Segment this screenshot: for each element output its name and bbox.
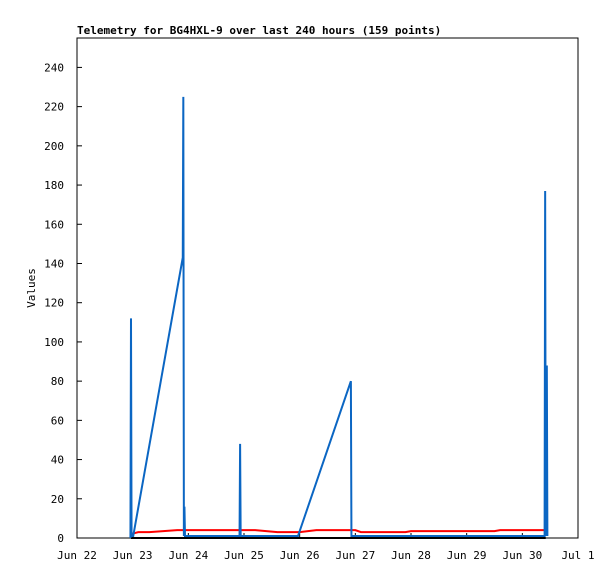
y-tick-label: 120 (44, 297, 64, 310)
x-tick-label: Jun 24 (168, 549, 208, 562)
y-tick-label: 40 (51, 454, 64, 467)
y-tick-label: 20 (51, 493, 64, 506)
y-tick-label: 60 (51, 414, 64, 427)
chart-title: Telemetry for BG4HXL-9 over last 240 hou… (77, 24, 441, 37)
y-tick-label: 100 (44, 336, 64, 349)
y-tick-label: 140 (44, 257, 64, 270)
plot-frame (76, 37, 579, 539)
x-tick-label: Jun 22 (57, 549, 97, 562)
y-tick-label: 220 (44, 101, 64, 114)
y-tick-label: 0 (57, 532, 64, 545)
series-line (129, 96, 549, 539)
y-tick-label: 240 (44, 61, 64, 74)
x-tick-label: Jun 30 (502, 549, 542, 562)
x-tick-label: Jun 25 (224, 549, 264, 562)
y-axis-label: Values (25, 268, 38, 308)
y-tick-label: 200 (44, 140, 64, 153)
x-tick-label: Jun 26 (280, 549, 320, 562)
x-tick-label: Jun 27 (335, 549, 375, 562)
y-tick-label: 80 (51, 375, 64, 388)
series-line (130, 529, 546, 536)
x-tick-label: Jul 1 (561, 549, 594, 562)
x-tick-label: Jun 29 (447, 549, 487, 562)
x-tick-label: Jun 28 (391, 549, 431, 562)
y-tick-label: 160 (44, 218, 64, 231)
x-tick-label: Jun 23 (113, 549, 153, 562)
y-tick-label: 180 (44, 179, 64, 192)
